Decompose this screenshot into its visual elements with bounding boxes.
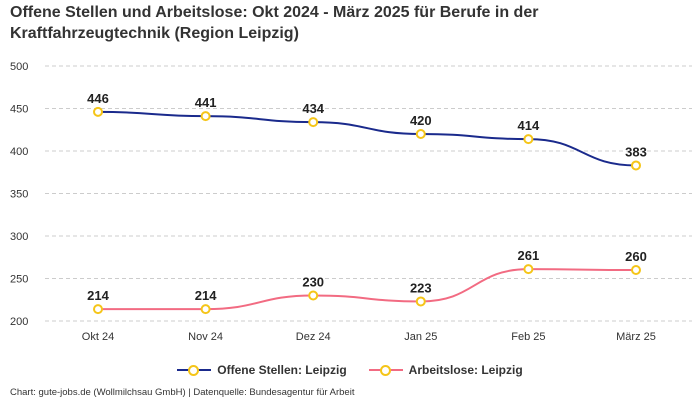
x-tick-label: Feb 25 — [511, 331, 545, 343]
y-tick-label: 250 — [10, 274, 28, 286]
data-label: 434 — [302, 101, 324, 116]
source-footer: Chart: gute-jobs.de (Wollmilchsau GmbH) … — [10, 387, 355, 398]
legend-symbol-icon — [177, 364, 212, 376]
chart-title: Offene Stellen und Arbeitslose: Okt 2024… — [10, 4, 539, 42]
y-tick-label: 450 — [10, 104, 28, 116]
data-label: 261 — [518, 248, 540, 263]
legend-label: Offene Stellen: Leipzig — [217, 363, 347, 377]
data-label: 223 — [410, 280, 432, 295]
y-tick-label: 300 — [10, 231, 28, 243]
data-label: 414 — [518, 118, 540, 133]
data-label: 230 — [302, 275, 324, 290]
legend-item-offene-stellen[interactable]: Offene Stellen: Leipzig — [177, 363, 347, 377]
legend: Offene Stellen: Leipzig Arbeitslose: Lei… — [0, 363, 700, 377]
x-tick-label: Dez 24 — [296, 331, 331, 343]
data-point — [523, 134, 534, 145]
data-point — [415, 296, 426, 307]
data-point — [93, 106, 103, 117]
x-tick-label: Okt 24 — [82, 331, 114, 343]
legend-symbol-icon — [368, 364, 403, 376]
data-point — [308, 290, 319, 301]
legend-label: Arbeitslose: Leipzig — [408, 363, 523, 377]
x-tick-label: Jan 25 — [404, 331, 437, 343]
data-point — [415, 129, 426, 139]
data-point — [308, 117, 319, 128]
data-label: 420 — [410, 113, 432, 128]
series-line-0 — [97, 110, 637, 167]
data-point — [523, 264, 534, 275]
x-tick-label: Nov 24 — [188, 331, 223, 343]
data-point — [200, 304, 211, 315]
data-point — [93, 304, 103, 315]
series-line-1 — [98, 268, 637, 311]
y-tick-label: 200 — [10, 316, 28, 328]
y-tick-label: 400 — [10, 146, 28, 158]
legend-item-arbeitslose[interactable]: Arbeitslose: Leipzig — [368, 363, 523, 377]
y-tick-label: 500 — [10, 61, 28, 73]
data-label: 214 — [195, 288, 217, 303]
data-point — [631, 265, 641, 275]
data-point — [200, 111, 211, 122]
x-tick-label: März 25 — [616, 331, 656, 343]
data-label: 446 — [87, 91, 109, 106]
data-label: 214 — [87, 288, 109, 303]
data-label: 260 — [625, 249, 647, 264]
y-tick-label: 350 — [10, 189, 28, 201]
data-point — [631, 160, 641, 171]
data-label: 383 — [625, 144, 647, 159]
data-label: 441 — [195, 95, 217, 110]
